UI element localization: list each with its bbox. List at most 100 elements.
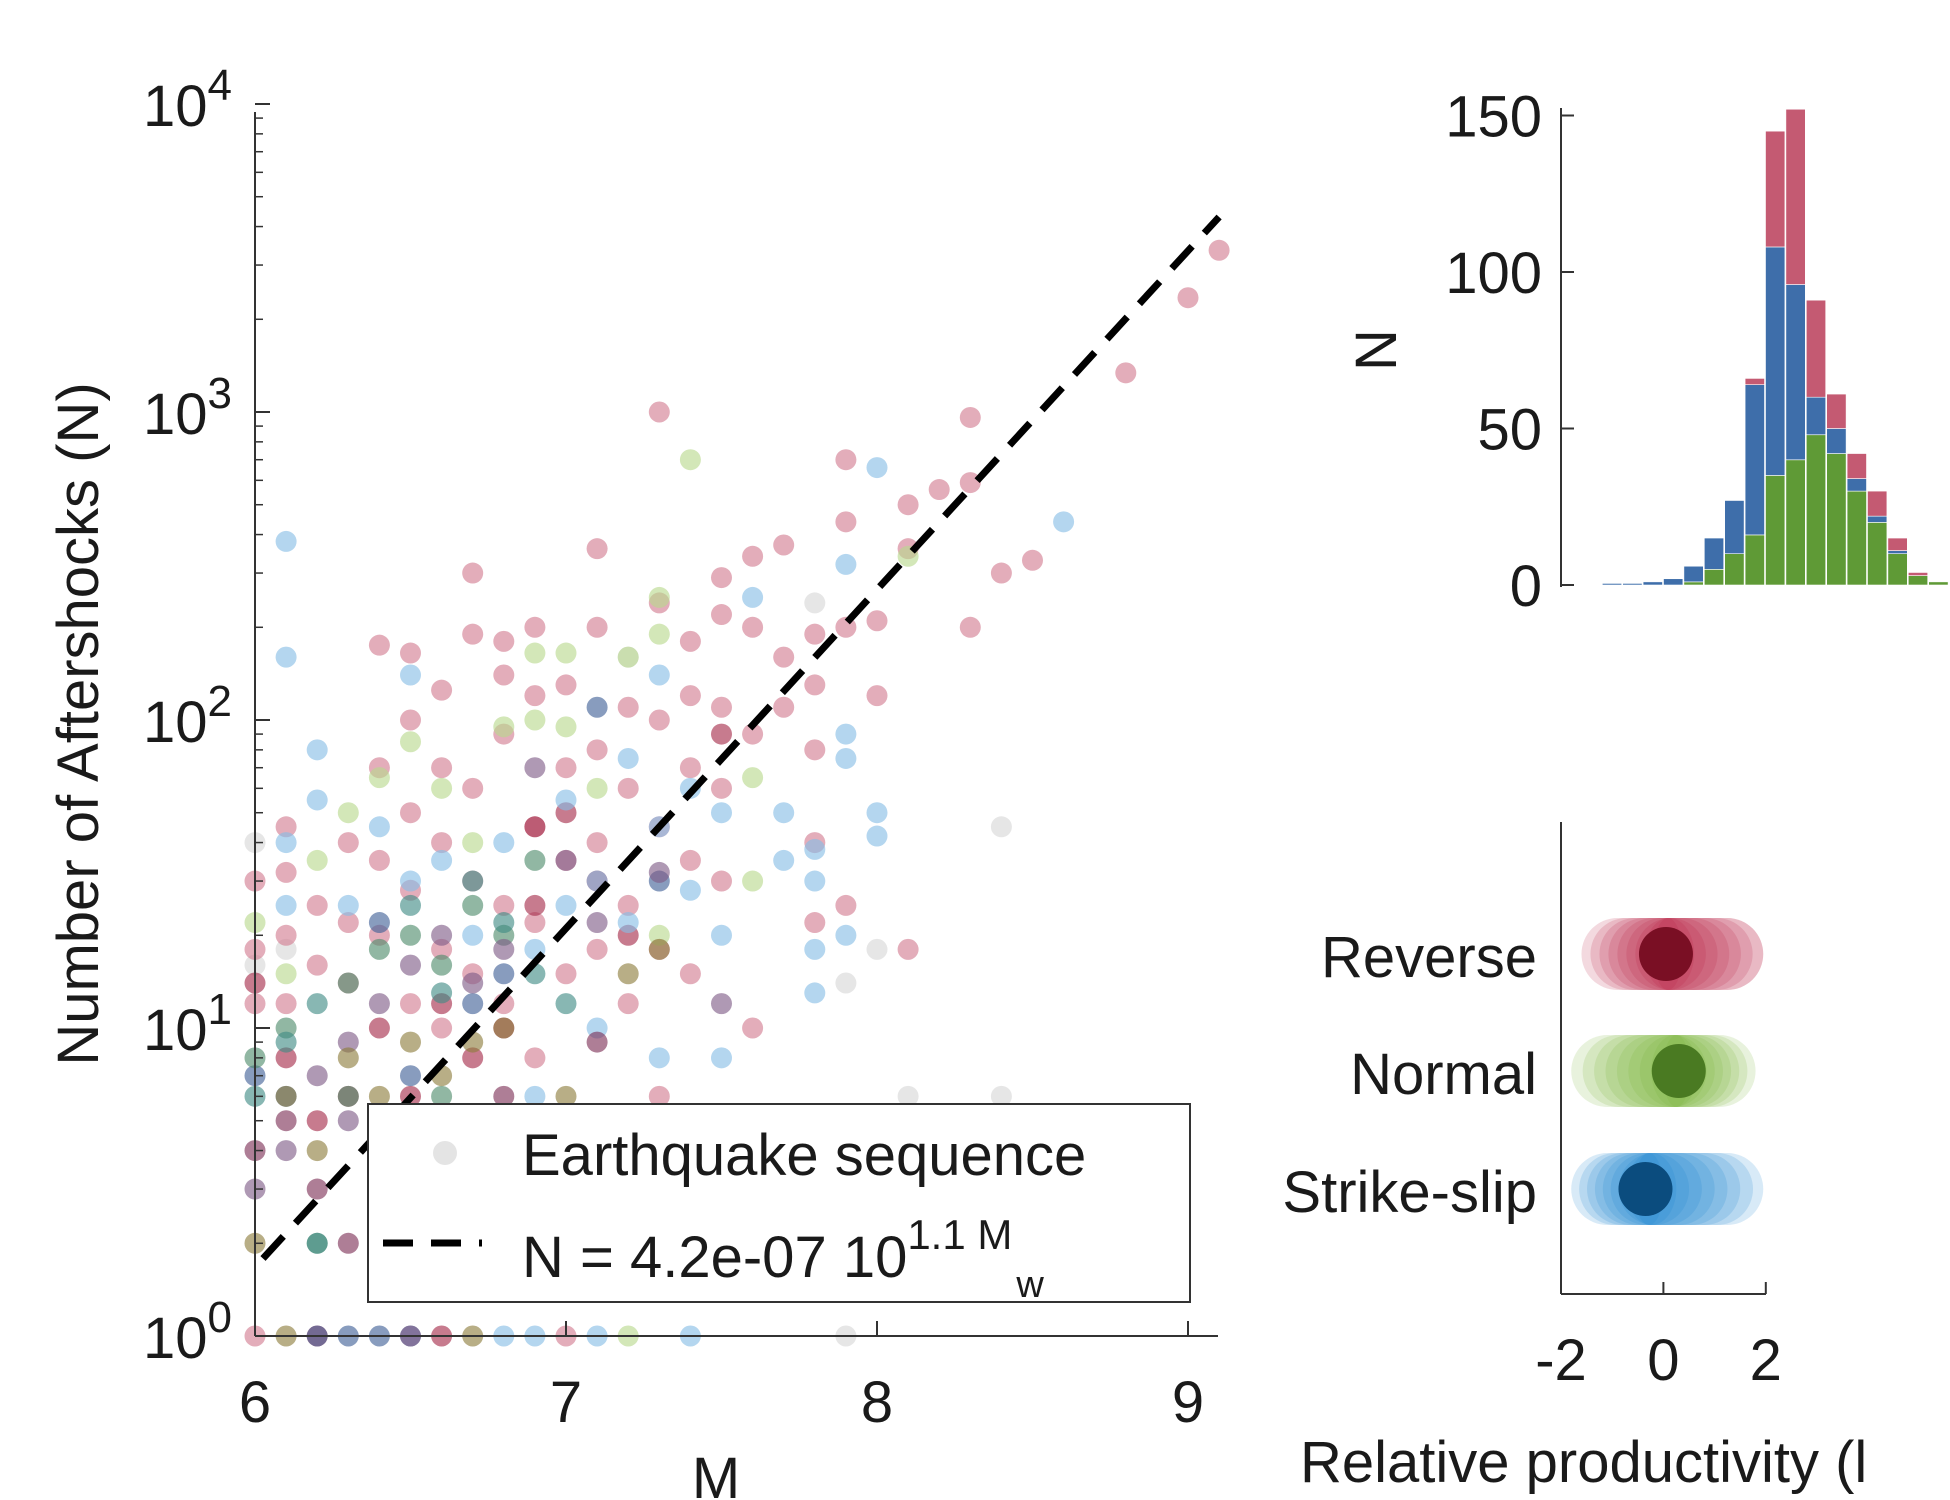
hist-bar	[1867, 515, 1888, 523]
earthquake-sequence-point	[586, 938, 608, 960]
earthquake-sequence-point	[493, 894, 515, 916]
hist-bar	[1602, 583, 1623, 586]
earthquake-sequence-point	[679, 685, 701, 707]
earthquake-sequence-point	[711, 802, 732, 824]
earthquake-sequence-point	[337, 894, 359, 916]
earthquake-sequence-point	[679, 757, 701, 779]
legend-fit-label-sub: w	[1015, 1264, 1044, 1306]
legend-point-marker	[433, 1141, 457, 1165]
earthquake-sequence-point	[773, 802, 795, 824]
y-tick-base: 10	[143, 690, 208, 755]
earthquake-sequence-point	[493, 1017, 515, 1039]
earthquake-sequence-point	[866, 457, 888, 479]
prod-label-normal: Normal	[1350, 1042, 1537, 1107]
earthquake-sequence-point	[648, 586, 670, 608]
earthquake-sequence-point	[990, 816, 1012, 838]
legend-box	[367, 1103, 1191, 1303]
legend-fit-label-base: N = 4.2e-07 10	[522, 1225, 907, 1290]
earthquake-sequence-point	[275, 1047, 297, 1069]
scatter-xticks: 6 7 8 9	[239, 1321, 1204, 1435]
hist-bar	[1806, 434, 1827, 586]
earthquake-sequence-point	[524, 894, 546, 916]
earthquake-sequence-point	[866, 685, 888, 707]
earthquake-sequence-point	[493, 912, 515, 934]
hist-bar	[1867, 522, 1888, 586]
earthquake-sequence-point	[866, 802, 888, 824]
earthquake-sequence-point	[1208, 239, 1230, 261]
hist-y-tick-label: 150	[1445, 85, 1542, 150]
prod-xticks: -2 0 2	[1535, 1282, 1782, 1393]
earthquake-sequence-point	[586, 1031, 608, 1053]
earthquake-sequence-point	[617, 963, 639, 985]
hist-bar	[1846, 453, 1867, 479]
earthquake-sequence-point	[835, 553, 857, 575]
earthquake-sequence-point	[368, 816, 390, 838]
earthquake-sequence-point	[773, 849, 795, 871]
hist-yticks: 0 50 100 150	[1445, 85, 1574, 619]
earthquake-sequence-point	[275, 530, 297, 552]
earthquake-sequence-point	[742, 586, 764, 608]
earthquake-sequence-point	[835, 747, 857, 769]
earthquake-sequence-point	[648, 623, 670, 645]
histogram-panel: 0 50 100 150 N	[1344, 85, 1949, 619]
earthquake-sequence-point	[275, 646, 297, 668]
prod-label-strike-slip: Strike-slip	[1282, 1160, 1537, 1225]
earthquake-sequence-point	[524, 849, 546, 871]
earthquake-sequence-point	[400, 1031, 421, 1053]
earthquake-sequence-point	[742, 870, 764, 892]
earthquake-sequence-point	[493, 716, 515, 738]
earthquake-sequence-point	[431, 679, 453, 701]
earthquake-sequence-point	[1022, 549, 1043, 571]
earthquake-sequence-point	[711, 993, 732, 1015]
earthquake-sequence-point	[866, 825, 888, 847]
earthquake-sequence-point	[275, 861, 297, 883]
hist-bar	[1908, 572, 1929, 576]
earthquake-sequence-point	[337, 802, 359, 824]
earthquake-sequence-point	[679, 449, 701, 471]
hist-bar	[1704, 569, 1725, 586]
earthquake-sequence-point	[835, 449, 857, 471]
y-tick-label: 102	[143, 677, 232, 755]
earthquake-sequence-point	[586, 912, 608, 934]
legend-sequence-label: Earthquake sequence	[522, 1123, 1086, 1188]
earthquake-sequence-point	[804, 674, 826, 696]
earthquake-sequence-point	[493, 1085, 515, 1107]
scatter-y-axis-label: Number of Aftershocks (N)	[46, 382, 111, 1065]
earthquake-sequence-point	[711, 567, 732, 589]
earthquake-sequence-point	[586, 538, 608, 560]
earthquake-sequence-point	[711, 604, 732, 626]
earthquake-sequence-point	[275, 1031, 297, 1053]
productivity-mean-marker	[1638, 927, 1693, 981]
earthquake-sequence-point	[400, 642, 421, 664]
earthquake-sequence-point	[368, 1017, 390, 1039]
earthquake-sequence-point	[711, 723, 732, 745]
earthquake-sequence-point	[524, 912, 546, 934]
earthquake-sequence-point	[337, 912, 359, 934]
earthquake-sequence-point	[462, 924, 484, 946]
earthquake-sequence-point	[400, 709, 421, 731]
earthquake-sequence-point	[648, 664, 670, 686]
hist-bar	[1724, 553, 1745, 586]
earthquake-sequence-point	[431, 757, 453, 779]
y-tick-base: 10	[143, 1306, 208, 1371]
earthquake-sequence-point	[368, 1085, 390, 1107]
earthquake-sequence-point	[337, 972, 359, 994]
productivity-mean-marker	[1618, 1162, 1673, 1216]
hist-bar	[1826, 453, 1847, 586]
hist-bar	[1928, 581, 1949, 586]
y-tick-label: 101	[143, 985, 232, 1063]
earthquake-sequence-point	[306, 849, 328, 871]
earthquake-sequence-point	[368, 938, 390, 960]
earthquake-sequence-point	[462, 832, 484, 854]
hist-bar	[1622, 583, 1643, 586]
hist-bar	[1826, 428, 1847, 454]
hist-bar	[1765, 130, 1786, 248]
earthquake-sequence-point	[368, 912, 390, 934]
earthquake-sequence-point	[493, 938, 515, 960]
earthquake-sequence-point	[711, 870, 732, 892]
earthquake-sequence-point	[275, 832, 297, 854]
hist-bar	[1744, 534, 1765, 586]
earthquake-sequence-point	[586, 696, 608, 718]
earthquake-sequence-point	[524, 642, 546, 664]
